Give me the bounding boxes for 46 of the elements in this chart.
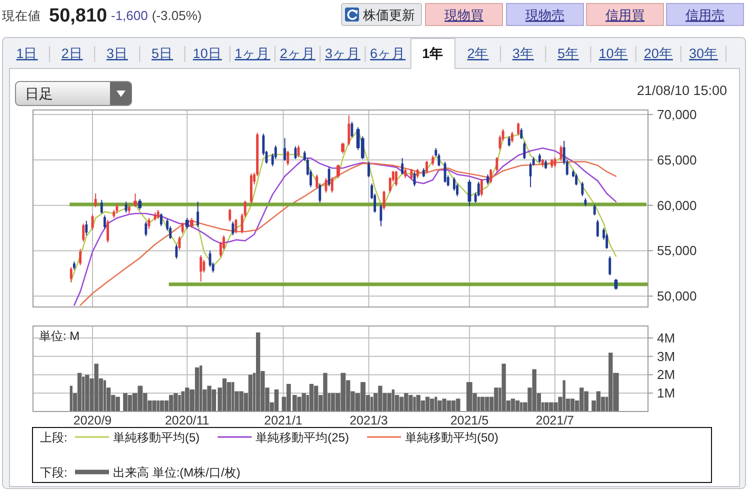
legend-label: 単純移動平均(50)	[405, 430, 498, 444]
x-tick-label: 2021/7	[536, 414, 574, 428]
bar	[515, 400, 520, 412]
y-tick-label: 65,000	[657, 152, 697, 168]
y-tick-label: 1M	[657, 386, 676, 401]
bar	[484, 396, 490, 412]
button: 信用買	[586, 3, 664, 26]
button: 現物買	[425, 3, 503, 26]
y-tick-label: 55,000	[657, 243, 697, 258]
x-tick-label: 2020/9	[73, 414, 112, 428]
legend-label: 単純移動平均(5)	[113, 430, 200, 444]
bar	[370, 396, 374, 412]
y-tick-label: 4M	[657, 330, 676, 346]
x-tick-label: 2021/3	[350, 414, 388, 428]
y-tick-label: 70,000	[657, 107, 697, 122]
bar	[430, 398, 434, 412]
bar	[451, 400, 456, 412]
bar	[77, 372, 82, 412]
legend-title: 下段:	[40, 466, 68, 480]
bar	[181, 391, 185, 412]
y-tick-label: 60,000	[657, 198, 697, 213]
bar	[425, 396, 430, 412]
bar	[456, 398, 460, 412]
legend-label: 単純移動平均(25)	[256, 430, 350, 444]
y-tick-label: 2M	[657, 367, 676, 382]
bar	[570, 398, 575, 412]
y-tick-label: 50,000	[657, 288, 697, 304]
legend-title: 上段:	[40, 430, 68, 444]
bar	[510, 398, 516, 412]
button: 信用売	[666, 3, 744, 26]
bar	[480, 396, 485, 412]
x-tick-label: 2021/1	[264, 414, 302, 428]
x-tick-label: 2020/11	[165, 414, 210, 428]
bar	[399, 396, 404, 412]
timestamp: 21/08/10 15:00	[636, 83, 727, 98]
dropdown: 日足	[15, 81, 132, 106]
bar	[309, 384, 314, 412]
bar	[160, 400, 164, 412]
y-axis-title: 単位: M	[39, 329, 80, 343]
legend-label: 出来高 単位:(M株/口/枚)	[113, 466, 240, 480]
y-tick-label: 3M	[657, 348, 676, 364]
button: 株価更新	[341, 3, 422, 26]
button: 現物売	[506, 3, 584, 26]
x-tick-label: 2021/5	[450, 414, 489, 428]
bar	[103, 380, 106, 412]
bar	[248, 374, 253, 412]
